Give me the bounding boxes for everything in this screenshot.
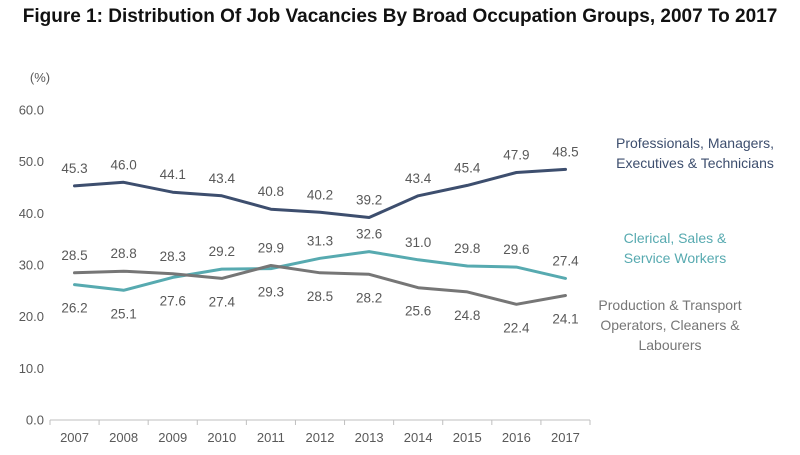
data-label: 32.6 xyxy=(356,227,382,242)
data-label: 40.8 xyxy=(258,184,284,199)
x-tick-label: 2008 xyxy=(109,430,138,445)
data-label: 29.9 xyxy=(258,241,284,256)
data-label: 27.4 xyxy=(552,253,579,268)
data-label: 46.0 xyxy=(110,157,136,172)
data-label: 28.2 xyxy=(356,290,382,305)
y-tick-label: 10.0 xyxy=(19,361,44,376)
data-label: 25.1 xyxy=(110,306,136,321)
data-label: 29.6 xyxy=(503,242,529,257)
data-label: 24.1 xyxy=(552,311,578,326)
data-label: 48.5 xyxy=(552,144,578,159)
series-line-3 xyxy=(73,264,567,306)
data-label: 26.2 xyxy=(61,301,87,316)
y-tick-label: 20.0 xyxy=(19,309,44,324)
series-legend: Professionals, Managers, Executives & Tec… xyxy=(598,135,774,353)
data-label: 29.2 xyxy=(209,244,235,259)
x-tick-label: 2007 xyxy=(60,430,89,445)
legend-label: Service Workers xyxy=(624,250,726,266)
legend-label: Labourers xyxy=(638,337,701,353)
data-label: 31.0 xyxy=(405,235,431,250)
legend-label: Executives & Technicians xyxy=(616,155,774,171)
x-tick-label: 2014 xyxy=(404,430,433,445)
data-label: 43.4 xyxy=(405,171,432,186)
data-label: 31.3 xyxy=(307,233,333,248)
legend-label: Production & Transport xyxy=(598,297,741,313)
x-tick-label: 2013 xyxy=(355,430,384,445)
y-tick-label: 60.0 xyxy=(19,103,44,118)
data-label: 44.1 xyxy=(160,167,186,182)
data-label: 22.4 xyxy=(503,320,530,335)
chart-title: Figure 1: Distribution Of Job Vacancies … xyxy=(22,6,778,27)
legend-label: Professionals, Managers, xyxy=(616,135,774,151)
y-tick-label: 0.0 xyxy=(26,413,44,428)
data-label: 43.4 xyxy=(209,171,236,186)
data-label: 45.4 xyxy=(454,160,481,175)
x-tick-label: 2017 xyxy=(551,430,580,445)
data-label: 39.2 xyxy=(356,192,382,207)
data-label: 28.3 xyxy=(160,249,186,264)
series-line-2 xyxy=(73,250,567,292)
data-label: 47.9 xyxy=(503,148,529,163)
data-label: 28.5 xyxy=(61,248,87,263)
data-label: 28.5 xyxy=(307,289,333,304)
data-label: 40.2 xyxy=(307,187,333,202)
y-axis-label: (%) xyxy=(30,70,50,85)
x-tick-label: 2012 xyxy=(306,430,335,445)
data-labels: 45.3 46.0 44.1 43.4 40.8 40.2 39.2 43.4 45.4 47.9… xyxy=(61,144,579,335)
x-tick-label: 2009 xyxy=(158,430,187,445)
data-label: 27.6 xyxy=(160,293,186,308)
legend-label: Operators, Cleaners & xyxy=(600,317,740,333)
x-tick-label: 2015 xyxy=(453,430,482,445)
data-label: 28.8 xyxy=(110,246,136,261)
y-tick-label: 40.0 xyxy=(19,206,44,221)
data-label: 45.3 xyxy=(61,161,87,176)
data-label: 29.3 xyxy=(258,285,284,300)
data-label: 25.6 xyxy=(405,304,431,319)
legend-label: Clerical, Sales & xyxy=(624,230,727,246)
y-tick-label: 30.0 xyxy=(19,258,44,273)
data-label: 29.8 xyxy=(454,241,480,256)
y-tick-label: 50.0 xyxy=(19,154,44,169)
x-tick-label: 2011 xyxy=(257,430,285,445)
data-label: 24.8 xyxy=(454,308,480,323)
axes: (%) 0.0 10.0 20.0 30.0 40.0 50.0 60.0 2007 2008 20… xyxy=(19,70,591,445)
x-tick-label: 2016 xyxy=(502,430,531,445)
series-line-1 xyxy=(73,167,567,219)
data-label: 27.4 xyxy=(209,294,236,309)
x-tick-label: 2010 xyxy=(207,430,236,445)
series-lines xyxy=(73,167,567,306)
